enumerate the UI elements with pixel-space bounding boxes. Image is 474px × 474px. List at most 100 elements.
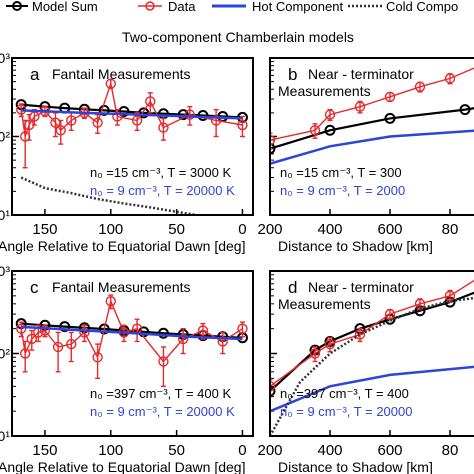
x-axis-label: Distance to Shadow [km]	[278, 459, 433, 474]
x-tick-label: 150	[32, 221, 57, 238]
annotation-model-params: n₀ =397 cm⁻³, T = 400 K	[90, 386, 231, 401]
data-point	[50, 117, 61, 128]
x-tick-label: 150	[32, 442, 57, 459]
y-tick-label: 0¹	[0, 207, 10, 223]
panel-title: Near - terminator	[308, 66, 414, 82]
data-point	[16, 323, 27, 334]
annotation-model-params: n₀ =397 cm⁻³, T = 400	[280, 386, 409, 401]
x-tick-label: 0	[238, 221, 246, 238]
data-point	[324, 109, 336, 120]
data-point	[105, 78, 116, 89]
series-line-hot-component	[270, 129, 474, 165]
panel-letter: a	[30, 65, 40, 84]
y-tick-label: 0¹	[0, 428, 10, 444]
legend-marker-model-sum	[12, 1, 22, 11]
data-point	[158, 356, 169, 367]
annotation-hot-params: n₀ = 9 cm⁻³, T = 20000 K	[90, 183, 235, 198]
data-point	[237, 119, 248, 131]
panel-letter: c	[30, 278, 39, 297]
model-sum-point	[177, 109, 189, 121]
data-point	[309, 348, 321, 359]
x-axis-label: Distance to Shadow [km]	[278, 238, 433, 254]
data-point	[309, 125, 321, 136]
y-tick-label: 0³	[0, 50, 10, 66]
series-line-data	[20, 81, 243, 137]
model-sum-point	[197, 110, 209, 122]
legend-label-hot: Hot Component	[252, 0, 343, 14]
model-sum-point	[98, 104, 110, 116]
x-tick-label: 600	[377, 442, 402, 459]
model-sum-point	[270, 143, 276, 155]
series-line-cold-component	[20, 176, 197, 215]
data-point	[444, 290, 456, 302]
data-point	[270, 134, 276, 146]
x-tick-label: 80	[442, 221, 459, 238]
panel-title-line2: Measurements	[278, 296, 371, 312]
data-point	[131, 115, 143, 126]
panel-frame	[11, 270, 254, 437]
data-point	[197, 325, 209, 336]
panel-title: Near - terminator	[308, 279, 414, 295]
data-point	[210, 115, 222, 126]
x-tick-label: 100	[98, 442, 123, 459]
data-point	[112, 111, 123, 122]
x-tick-label: 100	[98, 221, 123, 238]
plot-area	[270, 279, 474, 436]
data-point	[19, 348, 31, 359]
y-tick-label: 0³	[0, 263, 10, 279]
series-line-model-sum	[21, 103, 243, 119]
x-tick-label: 600	[377, 221, 402, 238]
legend-marker-data	[145, 1, 155, 11]
annotation-model-params: n₀ =15 cm⁻³, T = 3000 K	[90, 165, 231, 180]
x-tick-label: 200	[257, 221, 282, 238]
panel-letter: b	[288, 65, 297, 84]
data-point	[92, 117, 103, 128]
annotation-model-params: n₀ =15 cm⁻³, T = 300	[280, 165, 402, 180]
model-sum-point	[98, 323, 110, 335]
panel-title: Fantail Measurements	[52, 279, 191, 295]
legend-label-data: Data	[168, 0, 196, 14]
x-tick-label: 50	[168, 221, 185, 238]
data-point	[184, 109, 195, 120]
data-point	[324, 338, 336, 350]
data-point	[79, 327, 90, 338]
data-point	[55, 125, 66, 136]
data-point	[39, 325, 51, 336]
x-tick-label: 80	[442, 442, 459, 459]
plot-area	[15, 294, 248, 388]
data-point	[354, 329, 366, 340]
panel-d: 200 400 600 80 Distance to Shadow [km] d Near …	[257, 270, 474, 474]
plot-area	[15, 78, 248, 215]
panel-title: Fantail Measurements	[52, 66, 191, 82]
data-point	[145, 96, 156, 107]
data-point	[26, 333, 37, 345]
data-point	[237, 323, 248, 334]
data-point	[270, 381, 276, 392]
series-line-hot-component	[270, 365, 474, 413]
panel-letter: d	[288, 278, 297, 297]
series-line-cold-component	[270, 296, 474, 436]
x-tick-label: 0	[238, 442, 246, 459]
data-point	[354, 101, 366, 112]
legend-label-model-sum: Model Sum	[32, 0, 98, 14]
figure-title: Two-component Chamberlain models	[122, 29, 354, 45]
data-point	[178, 333, 189, 345]
model-sum-point	[459, 104, 471, 116]
series-line-model-sum	[270, 107, 474, 150]
panel-frame	[269, 270, 474, 437]
model-sum-point	[118, 106, 130, 118]
model-sum-point	[157, 327, 169, 339]
panel-b: 200 400 600 80 Distance to Shadow [km] b Near …	[257, 57, 474, 254]
x-axis-label: Angle Relative to Equatorial Dawn [deg]	[0, 459, 245, 474]
legend: Model Sum Data Hot Component Cold Compo	[6, 0, 458, 14]
data-point	[384, 308, 396, 320]
data-point	[105, 296, 116, 307]
x-tick-label: 400	[317, 221, 342, 238]
series-line-hot-component	[21, 325, 243, 341]
series-line-hot-component	[21, 109, 243, 120]
annotation-hot-params: n₀ = 9 cm⁻³, T = 20000 K	[90, 404, 235, 419]
model-sum-point	[384, 112, 396, 124]
